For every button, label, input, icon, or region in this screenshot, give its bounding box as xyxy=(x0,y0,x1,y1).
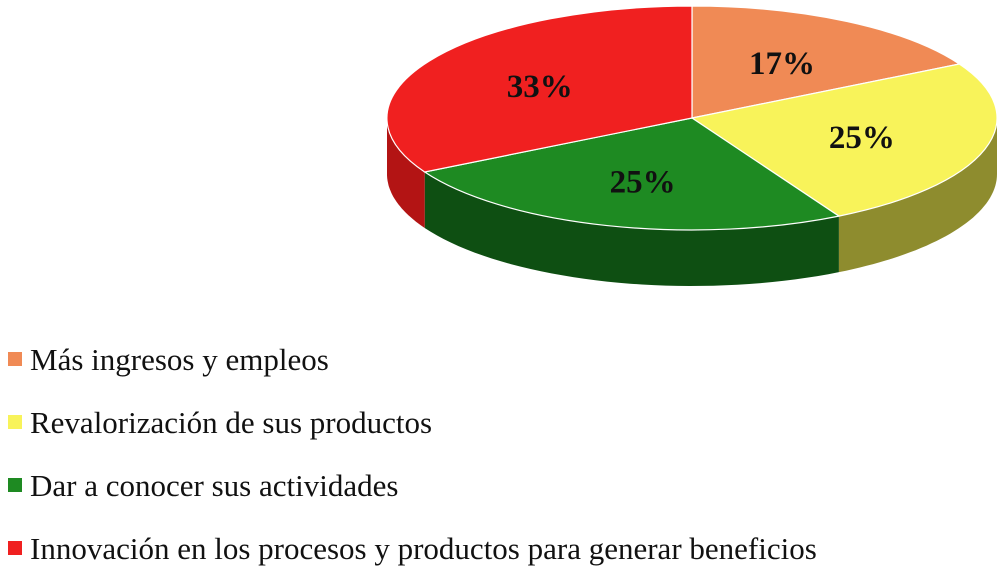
legend-swatch xyxy=(8,541,22,555)
pie-slice xyxy=(386,5,693,173)
slice-value-label: 25% xyxy=(829,120,895,156)
pie-side-wall xyxy=(838,118,997,273)
pie-chart-svg: 17% 25% 25% 33% xyxy=(386,5,998,286)
legend: Más ingresos y empleos Revalorización de… xyxy=(8,336,993,588)
pie-side-wall xyxy=(424,172,839,286)
pie-slice xyxy=(691,5,961,119)
legend-swatch xyxy=(8,352,22,366)
pie-top-faces xyxy=(386,5,998,231)
legend-item: Revalorización de sus productos xyxy=(8,399,993,462)
pie-side-walls xyxy=(387,118,997,286)
legend-swatch xyxy=(8,478,22,492)
slice-value-label: 33% xyxy=(507,69,573,105)
slice-value-label: 25% xyxy=(610,164,676,200)
pie-slice xyxy=(690,63,998,217)
legend-swatch xyxy=(8,415,22,429)
legend-label: Innovación en los procesos y productos p… xyxy=(30,531,817,566)
slice-value-label: 17% xyxy=(749,46,815,82)
pie-value-labels: 17% 25% 25% 33% xyxy=(507,46,895,200)
legend-label: Más ingresos y empleos xyxy=(30,342,329,377)
legend-item: Más ingresos y empleos xyxy=(8,336,993,399)
legend-label: Dar a conocer sus actividades xyxy=(30,468,399,503)
pie-chart: 17% 25% 25% 33% Más ingresos y empleos Reva… xyxy=(8,5,998,566)
legend-item: Innovación en los procesos y productos p… xyxy=(8,525,993,588)
pie-slice xyxy=(423,117,841,231)
legend-item: Dar a conocer sus actividades xyxy=(8,462,993,525)
legend-label: Revalorización de sus productos xyxy=(30,405,433,440)
pie-side-wall xyxy=(387,118,425,228)
